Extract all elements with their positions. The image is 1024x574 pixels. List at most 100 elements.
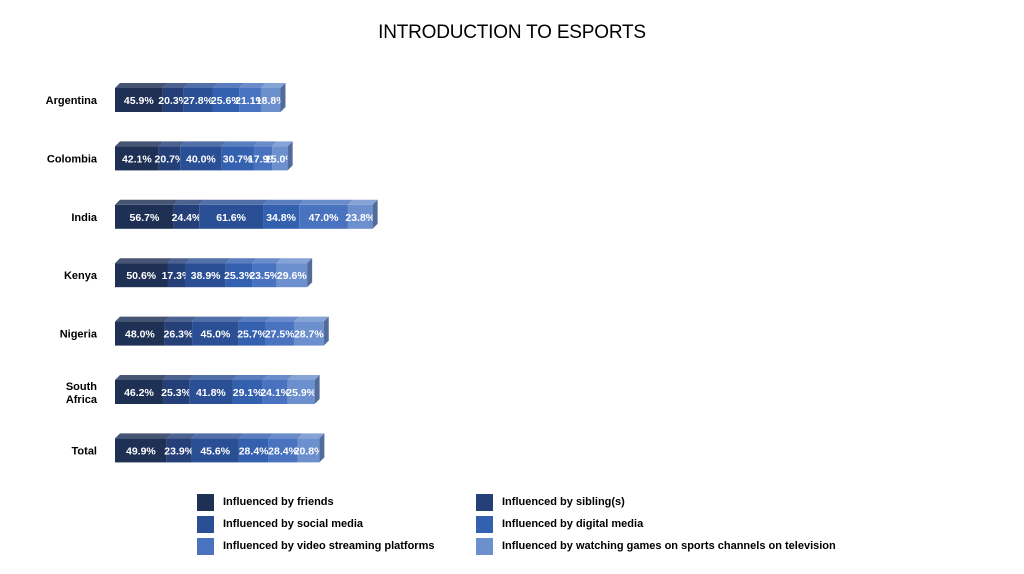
data-label: 30.7% [223,153,253,165]
legend-swatch [476,537,493,555]
chart-title: INTRODUCTION TO ESPORTS [378,22,646,43]
bar-segment [115,83,168,112]
data-label: 45.9% [124,95,154,107]
legend-item: Influenced by watching games on sports c… [476,537,836,555]
bar-segment [238,316,271,346]
data-label: 24.4% [172,212,202,224]
legend-label: Influenced by social media [223,518,363,530]
bar-segment [191,433,244,463]
data-label: 25.9% [286,387,316,399]
data-label: 56.7% [130,212,160,224]
data-label: 21.1% [235,95,265,107]
bar-segment [253,141,278,171]
bar-end-face [307,258,313,288]
data-label: 27.8% [183,95,213,107]
data-label: 26.3% [164,329,194,341]
legend-label: Influenced by friends [223,496,334,508]
bar-end-face [314,375,320,404]
legend-swatch [197,493,214,511]
bar-segment [299,199,353,229]
bar-segment [212,83,245,112]
legend-label: Influenced by video streaming platforms [223,540,435,552]
bar-segment [162,375,195,404]
data-label: 20.3% [158,95,188,107]
data-label: 47.0% [309,212,339,224]
bar-segment [166,433,197,463]
bar-segment [272,141,293,171]
data-label: 41.8% [196,387,226,399]
bar-segment [173,199,205,229]
data-label: 28.7% [294,329,324,341]
legend-item: Influenced by social media [197,515,363,533]
bar-segment [115,258,173,288]
data-label: 18.8% [256,95,286,107]
category-label: Nigeria [60,329,98,341]
bar-end-face [323,316,329,346]
bar-segment [252,258,282,288]
data-label: 28.4% [268,445,298,457]
bar-end-face [372,199,378,229]
bar-segment [238,433,274,463]
bar-end-face [319,433,325,463]
bar-segment [189,375,238,404]
data-label: 24.1% [260,387,290,399]
data-label: 49.9% [126,445,156,457]
bar-segment [265,316,299,346]
legend-swatch [197,537,214,555]
data-label: 40.0% [186,153,216,165]
category-label: Colombia [47,153,98,165]
data-label: 61.6% [216,212,246,224]
legend-item: Influenced by video streaming platforms [197,537,435,555]
data-label: 45.0% [201,329,231,341]
data-label: 50.6% [126,270,156,282]
bar-segment [115,141,164,171]
bar-segment [180,141,227,171]
category-label: Total [72,445,97,457]
category-label: South Africa [66,381,98,406]
category-label: Kenya [64,270,98,282]
data-label: 38.9% [191,270,221,282]
bar-segment [115,375,168,404]
legend-swatch [476,515,493,533]
legend-item: Influenced by digital media [476,515,643,533]
data-label: 25.7% [237,329,267,341]
bar-segment [158,141,186,171]
bar-segment [263,199,305,229]
legend-label: Influenced by digital media [502,518,644,530]
bar-segment [221,141,259,171]
bar-segment [164,316,198,346]
bar-segment [293,316,329,346]
data-label: 29.1% [233,387,263,399]
bar-segment [115,199,179,229]
legend-label: Influenced by sibling(s) [502,496,625,508]
data-label: 27.5% [265,329,295,341]
legend-item: Influenced by friends [197,493,334,511]
data-label: 20.7% [155,153,185,165]
bar-segment [276,258,313,288]
data-label: 48.0% [125,329,155,341]
data-label: 34.8% [266,212,296,224]
data-label: 28.4% [239,445,269,457]
legend-label: Influenced by watching games on sports c… [502,540,836,552]
data-label: 46.2% [124,387,154,399]
data-label: 20.8% [294,445,324,457]
data-label: 23.9% [164,445,194,457]
data-label: 25.3% [161,387,191,399]
legend-swatch [476,493,493,511]
bar-segment [115,433,172,463]
data-label: 25.6% [211,95,241,107]
data-label: 23.8% [345,212,375,224]
data-label: 25.3% [224,270,254,282]
data-label: 17.9% [248,153,278,165]
bar-segment [199,199,269,229]
bar-segment [268,433,303,463]
bar-segment [232,375,268,404]
legend-item: Influenced by sibling(s) [476,493,625,511]
bar-end-face [280,83,286,112]
bar-segment [347,199,378,229]
bar-segment [167,258,191,288]
bar-segment [225,258,258,288]
category-label: India [71,212,98,224]
data-label: 45.6% [200,445,230,457]
bar-segment [115,316,170,346]
